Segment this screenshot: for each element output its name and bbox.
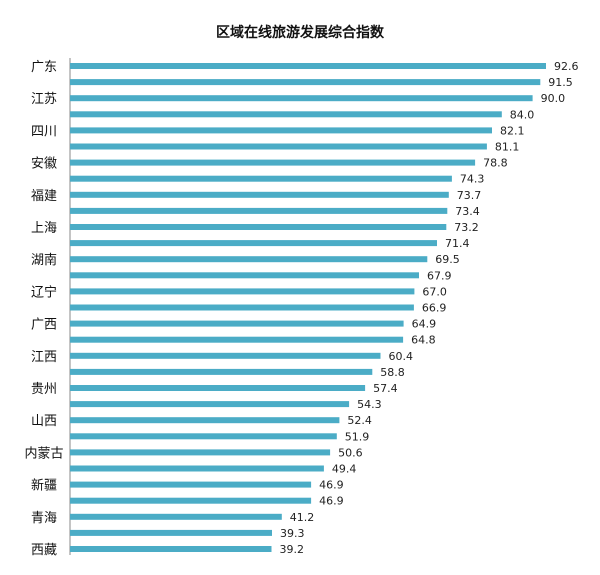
bar xyxy=(70,529,272,536)
bar xyxy=(70,401,350,408)
bar xyxy=(70,111,502,118)
data-label: 50.6 xyxy=(338,446,363,459)
data-label: 71.4 xyxy=(445,237,470,250)
data-label: 58.8 xyxy=(380,366,405,379)
data-label: 52.4 xyxy=(347,414,372,427)
bar xyxy=(70,207,448,214)
data-label: 66.9 xyxy=(422,302,447,315)
bar xyxy=(70,546,272,552)
category-label: 新疆 xyxy=(31,478,57,494)
bar xyxy=(70,288,415,295)
data-label: 67.9 xyxy=(427,269,452,282)
category-label: 青海 xyxy=(31,511,57,526)
bar xyxy=(70,191,449,198)
data-label: 67.0 xyxy=(422,285,447,298)
bar xyxy=(70,256,428,263)
bar xyxy=(70,336,404,343)
data-label: 54.3 xyxy=(357,398,382,411)
data-label: 74.3 xyxy=(460,173,485,186)
category-label: 江苏 xyxy=(31,91,57,107)
bar xyxy=(70,143,487,150)
bar xyxy=(70,481,312,488)
data-label: 91.5 xyxy=(548,76,573,89)
category-label: 西藏 xyxy=(31,543,57,558)
bar xyxy=(70,368,373,375)
bar xyxy=(70,224,447,230)
category-label: 安徽 xyxy=(31,157,57,172)
data-label: 46.9 xyxy=(319,479,344,492)
data-label: 73.4 xyxy=(455,205,480,218)
bar xyxy=(70,304,414,311)
data-label: 73.7 xyxy=(457,189,482,202)
category-label: 福建 xyxy=(31,189,57,204)
category-label: 辽宁 xyxy=(31,284,57,300)
data-label: 81.1 xyxy=(495,141,520,154)
category-label: 广东 xyxy=(31,60,57,75)
data-label: 64.9 xyxy=(412,318,437,331)
bar xyxy=(70,63,546,69)
bar xyxy=(70,465,324,472)
bar xyxy=(70,240,437,247)
data-label: 41.2 xyxy=(290,511,315,524)
bar xyxy=(70,385,366,391)
bar xyxy=(70,79,541,86)
data-label: 64.8 xyxy=(411,334,436,347)
data-label: 46.9 xyxy=(319,495,344,508)
bar xyxy=(70,272,419,279)
bar xyxy=(70,497,312,504)
bar xyxy=(70,433,337,440)
data-label: 60.4 xyxy=(389,350,414,363)
bar xyxy=(70,159,476,166)
category-label: 四川 xyxy=(31,124,57,139)
bar xyxy=(70,417,340,424)
bar xyxy=(70,95,533,102)
data-label: 49.4 xyxy=(332,463,357,476)
data-label: 78.8 xyxy=(483,157,508,170)
data-label: 82.1 xyxy=(500,124,525,137)
bar xyxy=(70,513,282,520)
category-label: 湖南 xyxy=(31,252,57,268)
bar xyxy=(70,127,492,134)
chart-title: 区域在线旅游发展综合指数 xyxy=(216,25,384,41)
bar xyxy=(70,352,381,359)
data-label: 51.9 xyxy=(345,430,370,443)
category-label: 广西 xyxy=(31,318,57,333)
data-label: 73.2 xyxy=(454,221,479,234)
data-label: 90.0 xyxy=(541,92,566,105)
category-label: 山西 xyxy=(31,414,57,429)
data-label: 92.6 xyxy=(554,60,579,73)
data-label: 84.0 xyxy=(510,108,535,121)
data-label: 69.5 xyxy=(435,253,460,266)
bar xyxy=(70,320,404,327)
data-label: 39.3 xyxy=(280,527,305,540)
category-label: 贵州 xyxy=(31,382,57,397)
bar xyxy=(70,449,331,456)
category-label: 江西 xyxy=(31,350,57,365)
bar xyxy=(70,175,452,182)
data-label: 39.2 xyxy=(280,543,305,556)
category-label: 上海 xyxy=(31,221,57,236)
category-label: 内蒙古 xyxy=(24,445,63,461)
data-label: 57.4 xyxy=(373,382,398,395)
